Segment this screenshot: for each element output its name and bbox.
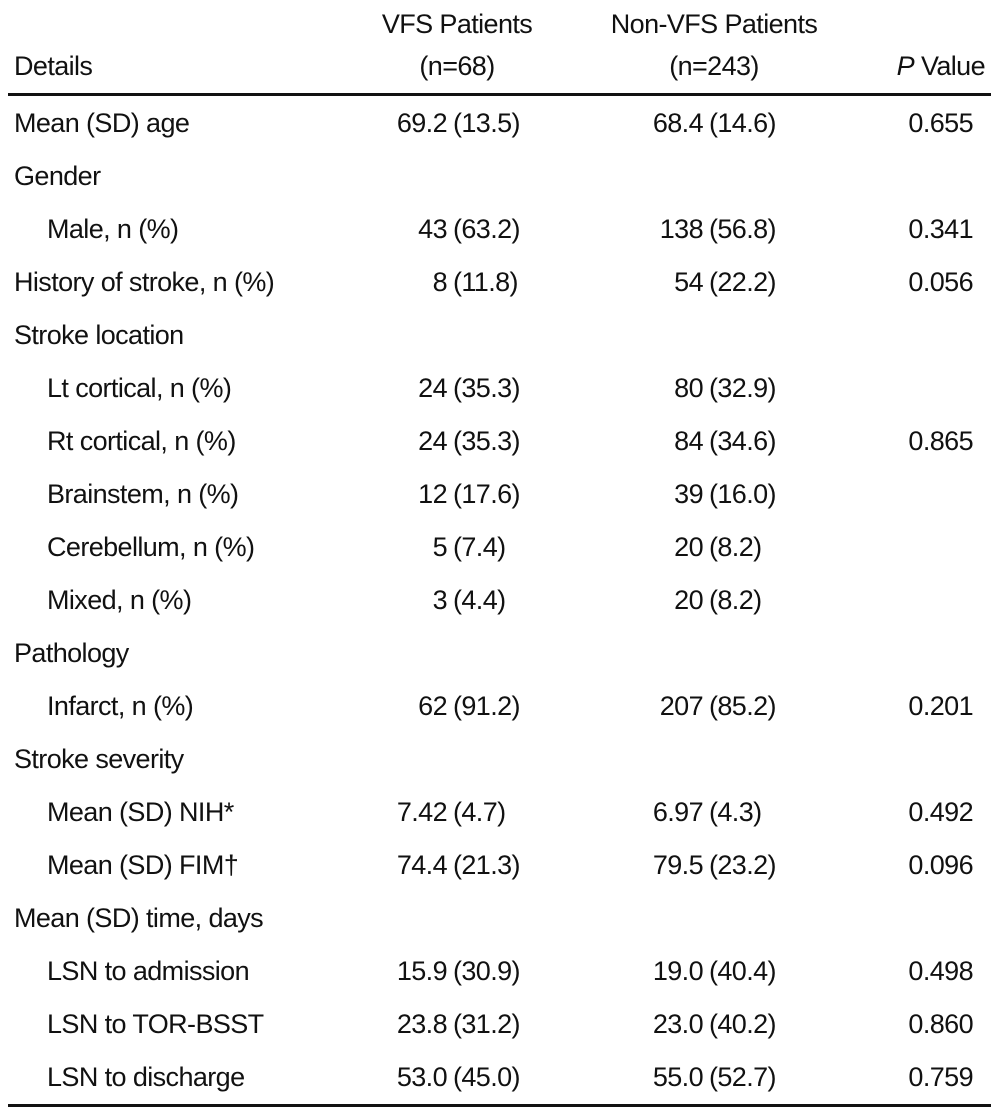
row-label: Gender <box>14 161 101 191</box>
non-vfs-percent: (40.2) <box>709 1009 777 1039</box>
row-label: Male, n (%) <box>47 214 179 244</box>
row-label: Stroke severity <box>14 744 184 774</box>
vfs-percent: (4.7) <box>453 797 506 827</box>
non-vfs-percent: (56.8) <box>709 214 777 244</box>
row-label: Pathology <box>14 638 129 668</box>
vfs-value: 53.0 <box>396 1062 448 1092</box>
p-value: 0.096 <box>908 850 973 880</box>
vfs-value: 23.8 <box>396 1009 448 1039</box>
vfs-percent: (13.5) <box>453 108 521 138</box>
row-label: Mean (SD) NIH* <box>47 797 234 827</box>
vfs-value: 24 <box>418 426 447 456</box>
vfs-percent: (17.6) <box>453 479 521 509</box>
vfs-value: 43 <box>418 214 447 244</box>
vfs-value: 5 <box>432 532 448 562</box>
vfs-percent: (31.2) <box>453 1009 521 1039</box>
row-label: Mixed, n (%) <box>47 585 192 615</box>
p-symbol: P <box>896 51 915 81</box>
row-label: LSN to TOR-BSST <box>47 1009 264 1039</box>
row-label: Infarct, n (%) <box>47 691 194 721</box>
non-vfs-value: 23.0 <box>652 1009 704 1039</box>
vfs-percent: (35.3) <box>453 426 521 456</box>
bottom-rule <box>8 1104 991 1107</box>
non-vfs-percent: (40.4) <box>709 956 777 986</box>
non-vfs-value: 6.97 <box>652 797 704 827</box>
row-label: Cerebellum, n (%) <box>47 532 255 562</box>
non-vfs-percent: (4.3) <box>709 797 762 827</box>
non-vfs-value: 54 <box>674 267 703 297</box>
non-vfs-value: 79.5 <box>652 850 704 880</box>
row-label: Lt cortical, n (%) <box>47 373 232 403</box>
vfs-value: 69.2 <box>396 108 448 138</box>
vfs-value: 24 <box>418 373 447 403</box>
vfs-percent: (45.0) <box>453 1062 521 1092</box>
non-vfs-percent: (14.6) <box>709 108 777 138</box>
vfs-value: 8 <box>432 267 448 297</box>
vfs-value: 12 <box>418 479 447 509</box>
p-value: 0.341 <box>908 214 973 244</box>
vfs-value: 62 <box>418 691 447 721</box>
non-vfs-percent: (23.2) <box>709 850 777 880</box>
non-vfs-value: 138 <box>659 214 704 244</box>
p-value: 0.492 <box>908 797 973 827</box>
non-vfs-value: 68.4 <box>652 108 704 138</box>
non-vfs-value: 20 <box>674 585 703 615</box>
row-label: Mean (SD) age <box>14 108 190 138</box>
vfs-value: 7.42 <box>396 797 448 827</box>
p-value: 0.498 <box>908 956 973 986</box>
non-vfs-value: 19.0 <box>652 956 704 986</box>
vfs-value: 15.9 <box>396 956 448 986</box>
vfs-percent: (11.8) <box>453 267 519 297</box>
p-value: 0.056 <box>908 267 973 297</box>
row-label: Brainstem, n (%) <box>47 479 239 509</box>
vfs-percent: (30.9) <box>453 956 521 986</box>
non-vfs-value: 80 <box>674 373 703 403</box>
non-vfs-percent: (22.2) <box>709 267 777 297</box>
vfs-percent: (63.2) <box>453 214 521 244</box>
non-vfs-value: 84 <box>674 426 703 456</box>
non-vfs-percent: (8.2) <box>709 585 762 615</box>
non-vfs-percent: (16.0) <box>709 479 777 509</box>
non-vfs-value: 55.0 <box>652 1062 704 1092</box>
p-value: 0.655 <box>908 108 973 138</box>
p-value: 0.759 <box>908 1062 973 1092</box>
vfs-percent: (91.2) <box>453 691 521 721</box>
header-vfs: VFS Patients <box>381 9 533 39</box>
header-rule <box>8 93 991 96</box>
header-non-vfs: Non-VFS Patients <box>610 9 818 39</box>
vfs-value: 3 <box>432 585 448 615</box>
vfs-percent: (35.3) <box>453 373 521 403</box>
non-vfs-value: 20 <box>674 532 703 562</box>
header-vfs-n: (n=68) <box>419 51 495 81</box>
row-label: Mean (SD) time, days <box>14 903 264 933</box>
row-label: LSN to discharge <box>47 1062 245 1092</box>
row-label: LSN to admission <box>47 956 250 986</box>
row-label: Stroke location <box>14 320 184 350</box>
vfs-percent: (4.4) <box>453 585 506 615</box>
non-vfs-value: 39 <box>674 479 703 509</box>
row-label: History of stroke, n (%) <box>14 267 275 297</box>
non-vfs-percent: (32.9) <box>709 373 777 403</box>
non-vfs-percent: (85.2) <box>709 691 777 721</box>
row-label: Mean (SD) FIM† <box>47 850 239 880</box>
p-label: Value <box>920 51 986 81</box>
vfs-value: 74.4 <box>396 850 448 880</box>
non-vfs-percent: (52.7) <box>709 1062 777 1092</box>
non-vfs-value: 207 <box>659 691 704 721</box>
non-vfs-percent: (8.2) <box>709 532 762 562</box>
header-non-vfs-n: (n=243) <box>669 51 759 81</box>
header-p-value: P Value <box>896 51 986 81</box>
non-vfs-percent: (34.6) <box>709 426 777 456</box>
header-details: Details <box>14 51 93 81</box>
vfs-percent: (21.3) <box>453 850 521 880</box>
row-label: Rt cortical, n (%) <box>47 426 236 456</box>
p-value: 0.201 <box>908 691 973 721</box>
p-value: 0.865 <box>908 426 973 456</box>
p-value: 0.860 <box>908 1009 973 1039</box>
vfs-percent: (7.4) <box>453 532 506 562</box>
